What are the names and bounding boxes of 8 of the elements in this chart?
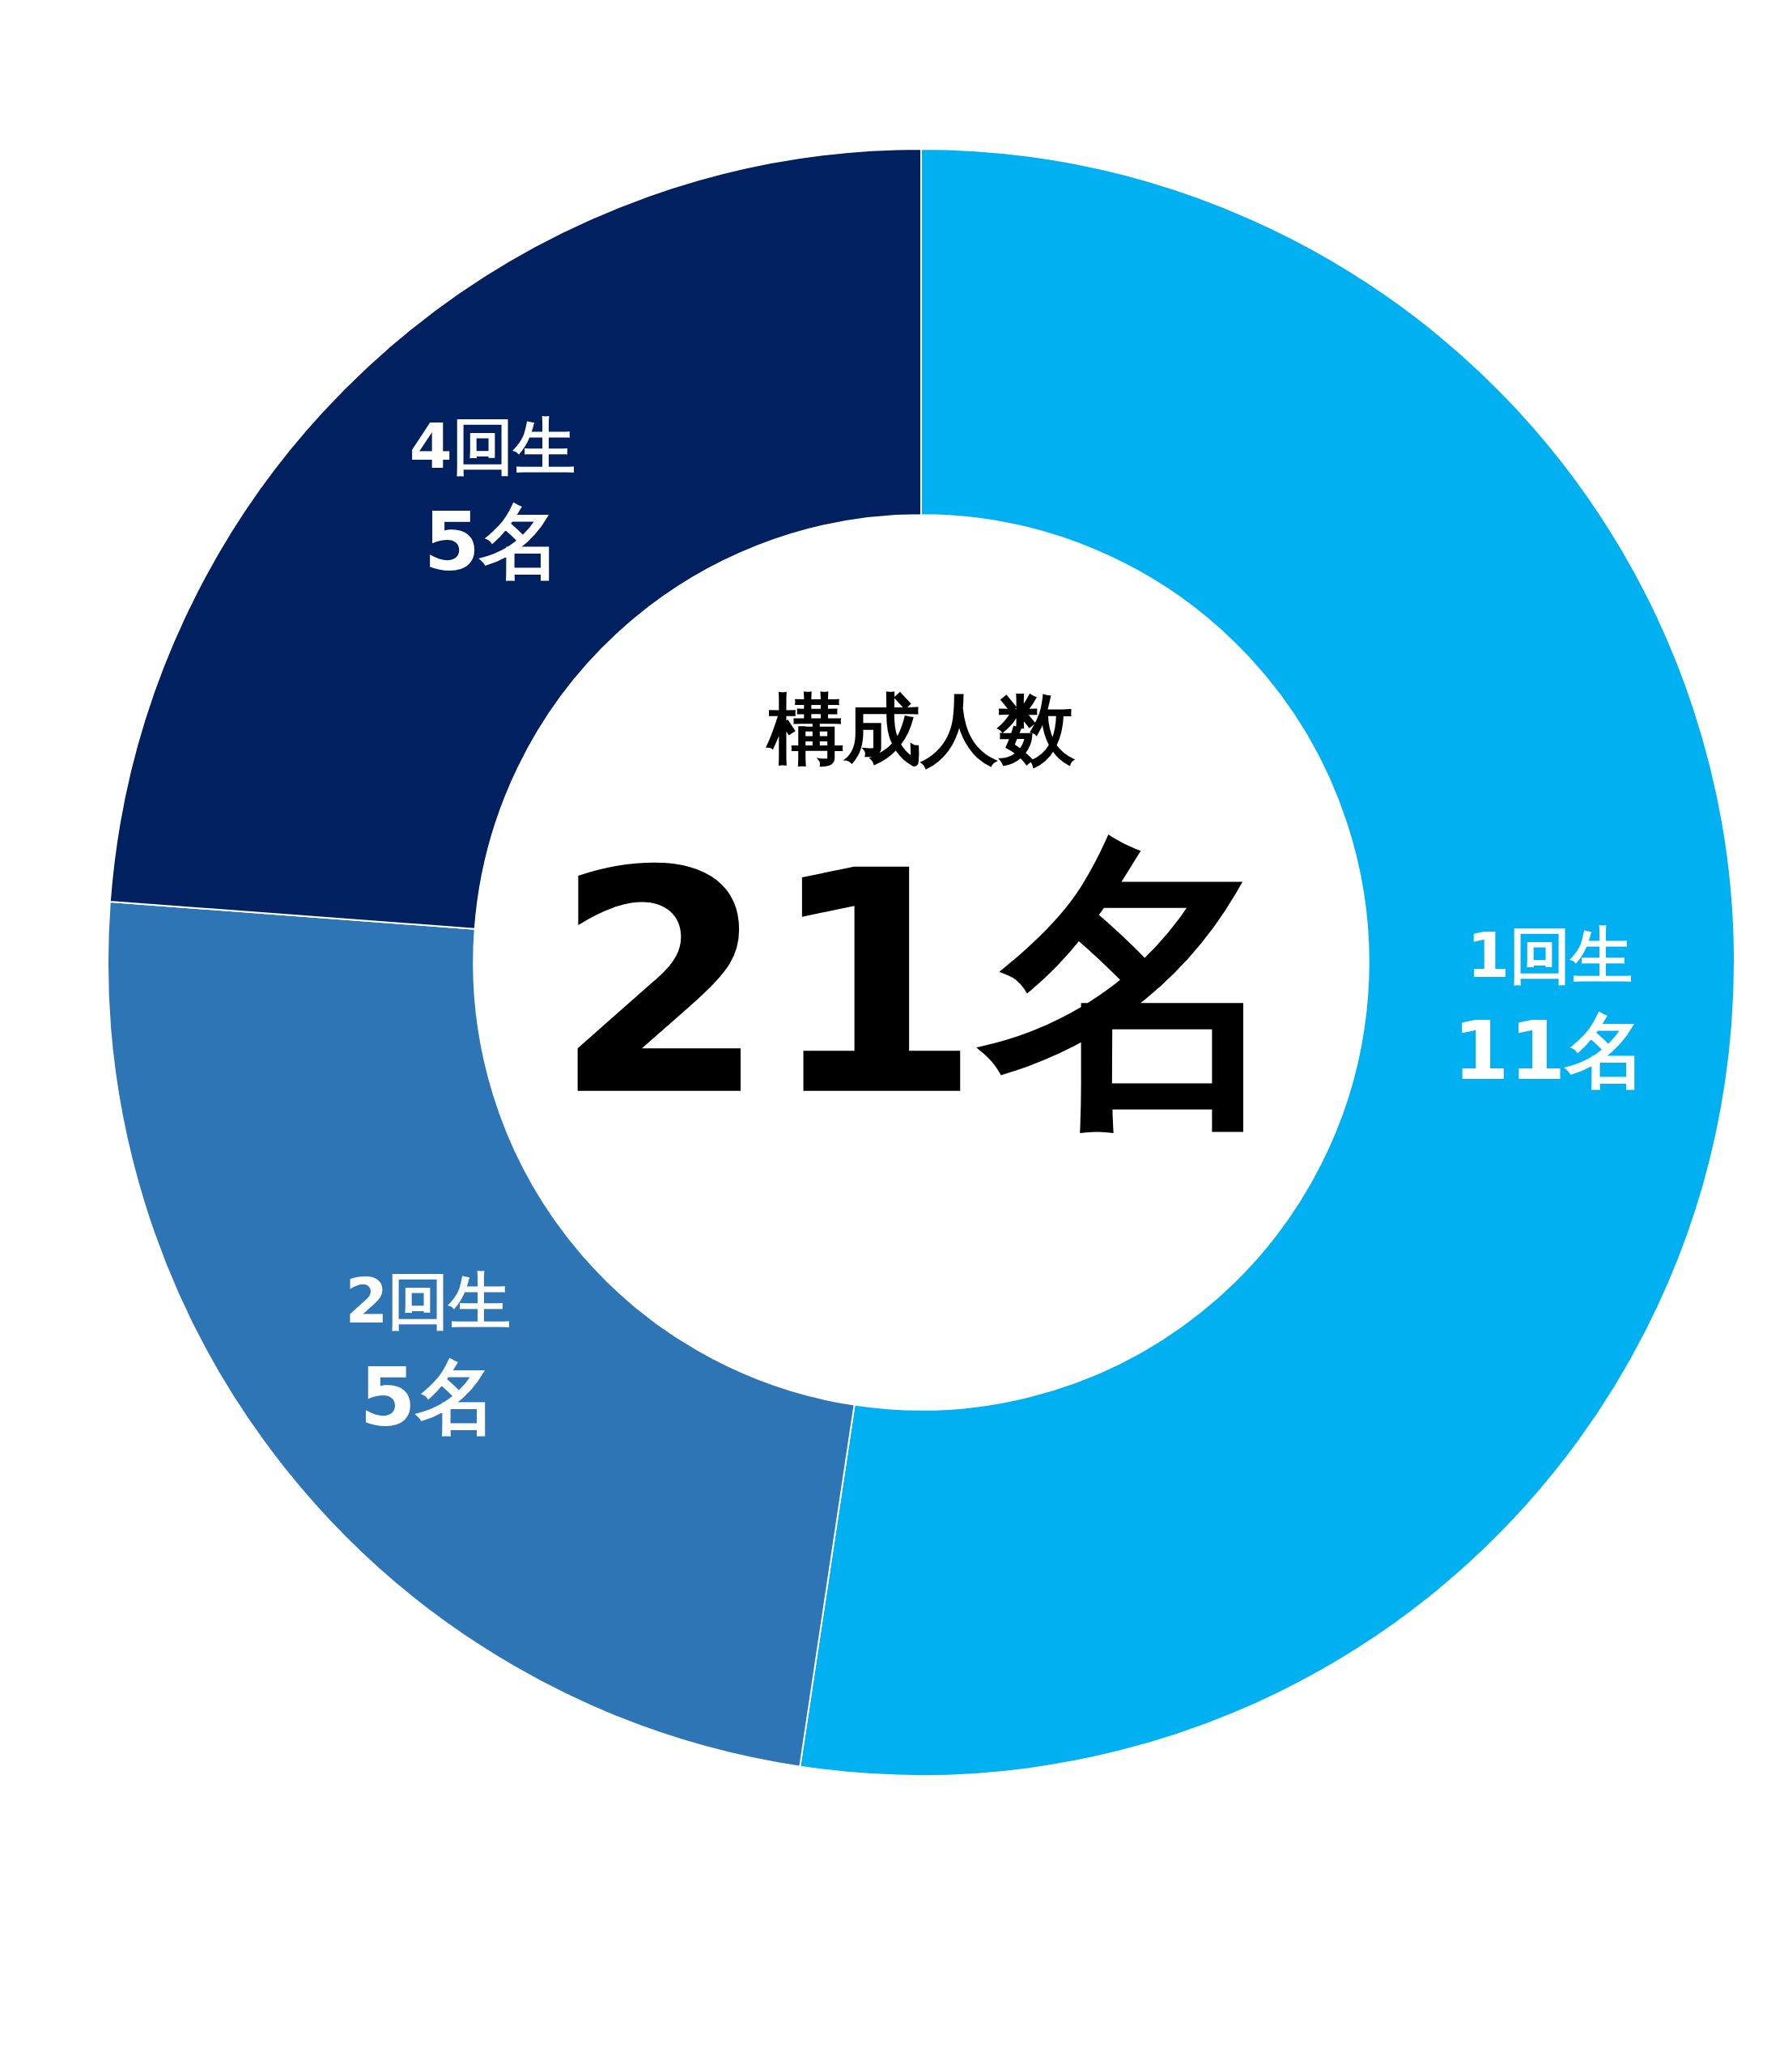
text: 構成人数 bbox=[766, 684, 1076, 774]
slice-label: 4回生 bbox=[409, 410, 575, 482]
slice-label: 1回生 bbox=[1467, 919, 1633, 991]
data-label: 5名 bbox=[423, 495, 562, 590]
text: 21名 bbox=[553, 805, 1289, 1164]
slice-label: 2回生 bbox=[345, 1265, 512, 1338]
data-label: 11名 bbox=[1453, 1004, 1647, 1099]
data-label: 5名 bbox=[359, 1349, 497, 1445]
